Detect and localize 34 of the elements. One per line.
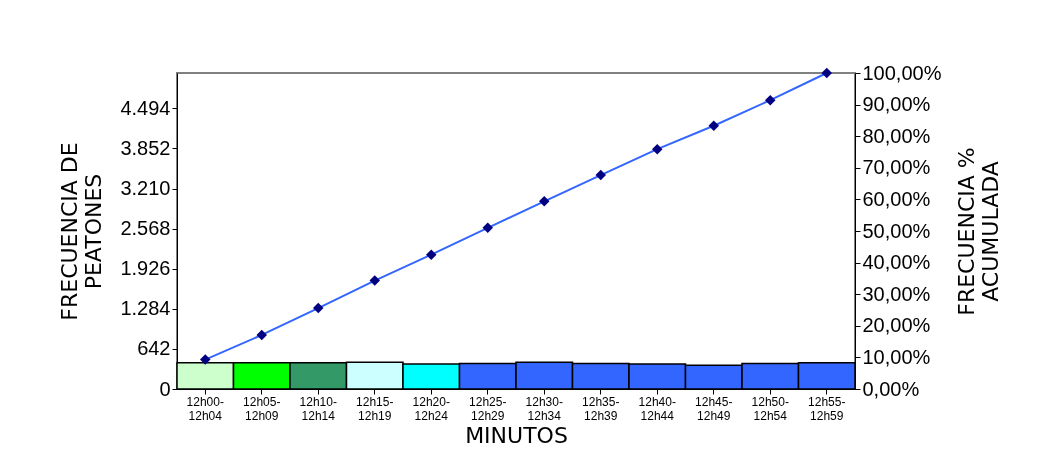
y-tick-label: 3.210 [120,177,171,200]
y-tick-label: 3.852 [120,136,171,159]
y2-tick-label: 30,00% [862,282,931,305]
y2-axis-title: FRECUENCIA % ACUMULADA [954,147,1004,316]
y2-tick-label: 0,00% [862,377,920,400]
x-tick-label: 12h45-12h49 [695,394,733,423]
y2-tick-label: 40,00% [862,251,931,274]
y-tick-label: 642 [137,337,171,360]
y-axis-title: FRECUENCIA DE PEATONES [57,142,107,321]
x-tick-label: 12h05-12h09 [243,394,281,423]
x-tick-label: 12h10-12h14 [299,394,337,423]
y2-tick-label: 50,00% [862,219,931,242]
x-tick-label: 12h35-12h39 [582,394,620,423]
y2-tick-label: 20,00% [862,314,931,337]
x-tick-label: 12h30-12h34 [525,394,563,423]
x-axis-title: MINUTOS [465,422,568,448]
x-tick-label: 12h15-12h19 [356,394,394,423]
y-tick-label: 4.494 [120,96,171,119]
y2-tick-label: 60,00% [862,187,931,210]
x-tick-label: 12h25-12h29 [469,394,507,423]
x-tick-label: 12h40-12h44 [638,394,676,423]
x-tick-label: 12h55-12h59 [808,394,846,423]
y-tick-label: 1.926 [120,257,171,280]
x-tick-label: 12h00-12h04 [186,394,224,423]
y2-tick-label: 70,00% [862,156,931,179]
y-tick-label: 1.284 [120,297,171,320]
y-tick-label: 0 [159,377,171,400]
y2-tick-label: 80,00% [862,124,931,147]
y-tick-label: 2.568 [120,217,171,240]
x-tick-label: 12h50-12h54 [751,394,789,423]
x-tick-label: 12h20-12h24 [412,394,450,423]
y2-tick-label: 10,00% [862,345,931,368]
y2-tick-label: 100,00% [862,61,942,84]
y2-tick-label: 90,00% [862,93,931,116]
